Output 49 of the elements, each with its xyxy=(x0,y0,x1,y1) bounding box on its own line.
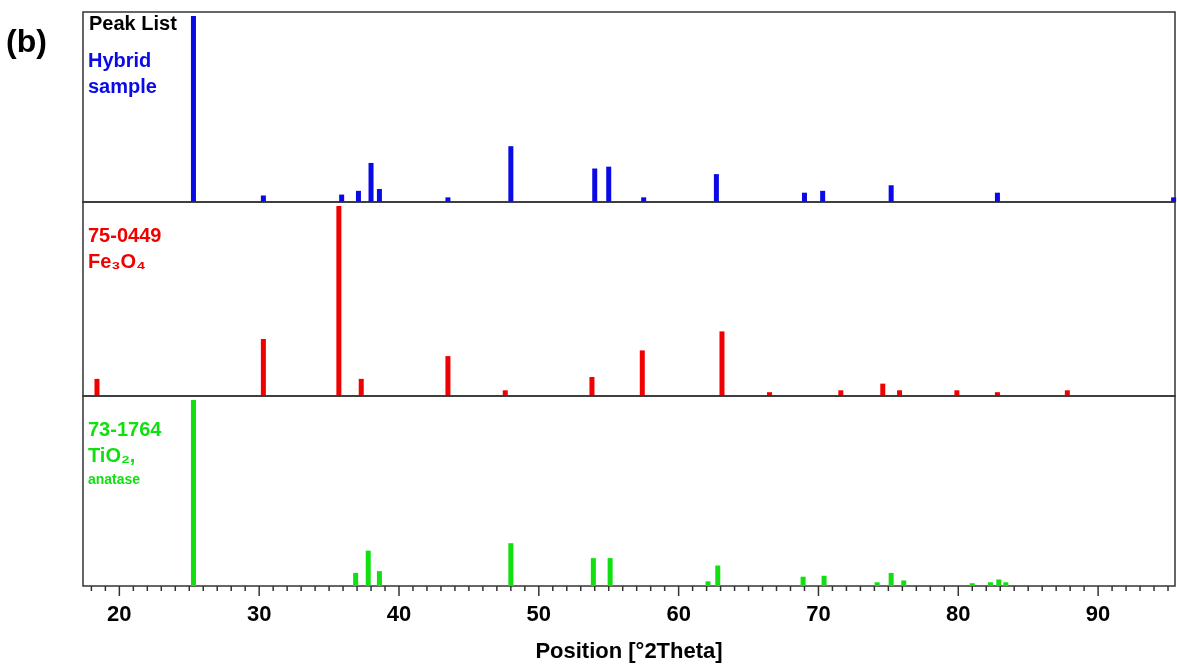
text: 75-0449 Fe₃O₄ xyxy=(88,224,162,272)
bar xyxy=(592,168,598,202)
bar xyxy=(821,575,827,586)
bar xyxy=(190,16,196,202)
x-tick-label: 20 xyxy=(107,601,132,626)
bar xyxy=(353,572,359,586)
bar xyxy=(336,206,342,396)
x-tick-label: 80 xyxy=(946,601,971,626)
bar xyxy=(260,195,266,202)
bar xyxy=(987,582,993,586)
x-tick-label: 70 xyxy=(806,601,831,626)
x-tick-label: 40 xyxy=(386,601,412,626)
x-tick-label: 90 xyxy=(1085,601,1111,626)
bar xyxy=(888,572,894,586)
x-tick-label: 50 xyxy=(526,601,552,626)
bar xyxy=(715,565,721,586)
bar xyxy=(94,378,100,396)
bar xyxy=(800,576,806,586)
bar xyxy=(901,580,907,586)
series-label: 73-1764 TiO₂, anatase xyxy=(88,418,163,487)
bar xyxy=(590,558,596,586)
x-tick-label: 30 xyxy=(246,601,272,626)
bar xyxy=(190,400,196,586)
bar xyxy=(260,339,266,396)
bar xyxy=(969,583,975,586)
bar xyxy=(705,581,711,586)
bar xyxy=(445,356,451,396)
bar xyxy=(719,331,725,396)
bar xyxy=(376,571,382,586)
bar xyxy=(508,543,514,586)
bar xyxy=(607,558,613,586)
bar xyxy=(888,185,894,202)
bar xyxy=(589,377,595,396)
bar xyxy=(365,550,371,586)
bar xyxy=(874,582,880,586)
bar xyxy=(368,162,374,202)
bar xyxy=(713,174,719,202)
bar xyxy=(376,188,382,202)
bar xyxy=(639,350,645,396)
bar xyxy=(508,146,514,202)
chart-title: Peak List xyxy=(89,12,178,34)
bar xyxy=(358,378,364,396)
bar xyxy=(1003,582,1009,586)
text: (b) xyxy=(6,23,47,59)
series-label: Hybrid sample xyxy=(88,49,157,97)
bar xyxy=(606,166,612,202)
x-tick-label: 60 xyxy=(666,601,691,626)
x-axis-title: Position [°2Theta] xyxy=(535,638,723,663)
bar xyxy=(996,579,1002,586)
